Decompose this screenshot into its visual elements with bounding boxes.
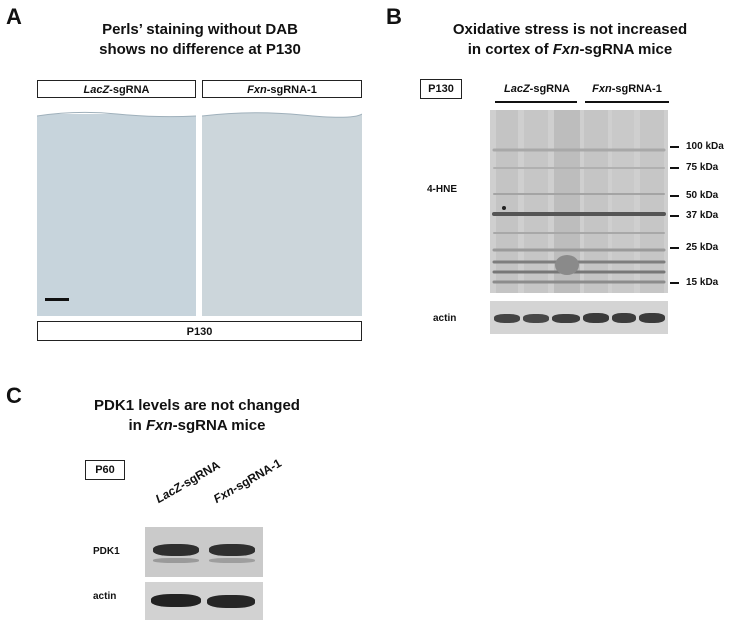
panel-a-title: Perls’ staining without DAB shows no dif…	[40, 20, 360, 60]
panel-c-timepoint: P60	[85, 460, 125, 480]
pdk1-band-2	[209, 544, 255, 556]
panel-a-title-line1: Perls’ staining without DAB	[102, 21, 298, 38]
panel-c-actin-label: actin	[93, 591, 117, 602]
panel-c-letter: C	[6, 383, 22, 408]
panel-c-title-line2: in Fxn-sgRNA mice	[128, 417, 266, 434]
panel-b-letter: B	[386, 4, 402, 29]
panel-a-timepoint: P130	[37, 321, 362, 341]
panel-c-title: PDK1 levels are not changed in Fxn-sgRNA…	[40, 396, 354, 436]
panel-a-lacz-label: LacZ-sgRNA	[37, 80, 196, 98]
actin-band-4	[583, 313, 609, 323]
actin-band-6	[639, 313, 665, 323]
panel-b-title-line1: Oxidative stress is not increased	[452, 21, 688, 38]
panel-b-group2-label: Fxn-sgRNA-1	[592, 83, 662, 95]
actin-band-2	[523, 314, 549, 323]
panel-b-4hne-label: 4-HNE	[427, 184, 458, 195]
actin-band-1	[494, 314, 520, 323]
panel-b-actin-label: actin	[433, 313, 457, 324]
scale-bar	[45, 298, 69, 301]
fxn-italic: Fxn	[247, 84, 267, 96]
pdk1-minor-band-2	[209, 558, 255, 563]
panel-b-title: Oxidative stress is not increased in cor…	[420, 20, 720, 60]
fxn-rest: -sgRNA-1	[266, 84, 317, 96]
blot-4hne	[490, 110, 668, 293]
panel-c-pdk1-label: PDK1	[93, 546, 120, 557]
panel-b-group1-underline	[495, 101, 577, 103]
blot-pdk1	[145, 527, 263, 577]
marker-tick-75	[670, 167, 679, 169]
marker-15kda: 15 kDa	[686, 277, 719, 288]
panel-a-fxn-label: Fxn-sgRNA-1	[202, 80, 362, 98]
pdk1-minor-band-1	[153, 558, 199, 563]
actin-band-3	[552, 314, 580, 323]
micrograph-lacz-texture	[37, 104, 196, 118]
marker-100kda: 100 kDa	[686, 141, 724, 152]
panel-c-lane2-label: Fxn-sgRNA-1	[211, 455, 284, 506]
marker-tick-15	[670, 282, 679, 284]
pdk1-band-1	[153, 544, 199, 556]
actin-c-band-2	[207, 595, 255, 608]
blot-actin-c	[145, 582, 263, 620]
marker-tick-100	[670, 146, 679, 148]
marker-37kda: 37 kDa	[686, 210, 719, 221]
micrograph-fxn-texture	[202, 104, 362, 118]
marker-25kda: 25 kDa	[686, 242, 719, 253]
panel-c-title-line1: PDK1 levels are not changed	[94, 397, 300, 414]
lacz-italic: LacZ	[83, 84, 110, 96]
actin-c-band-1	[151, 594, 201, 607]
marker-tick-37	[670, 215, 679, 217]
marker-tick-25	[670, 247, 679, 249]
panel-c-lane1-label: LacZ-sgRNA	[153, 457, 223, 506]
panel-b-group2-underline	[585, 101, 669, 103]
panel-a-title-line2: shows no difference at P130	[99, 41, 301, 58]
blot-4hne-bands	[492, 110, 666, 293]
panel-b-timepoint: P130	[420, 79, 462, 99]
micrograph-lacz	[37, 104, 196, 316]
actin-band-5	[612, 313, 636, 323]
lacz-rest: -sgRNA	[109, 84, 150, 96]
marker-tick-50	[670, 195, 679, 197]
blot-actin-b	[490, 301, 668, 334]
marker-75kda: 75 kDa	[686, 162, 719, 173]
panel-a-letter: A	[6, 4, 22, 29]
micrograph-fxn	[202, 104, 362, 316]
panel-b-title-line2: in cortex of Fxn-sgRNA mice	[467, 41, 673, 58]
marker-50kda: 50 kDa	[686, 190, 719, 201]
panel-b-group1-label: LacZ-sgRNA	[503, 83, 571, 95]
